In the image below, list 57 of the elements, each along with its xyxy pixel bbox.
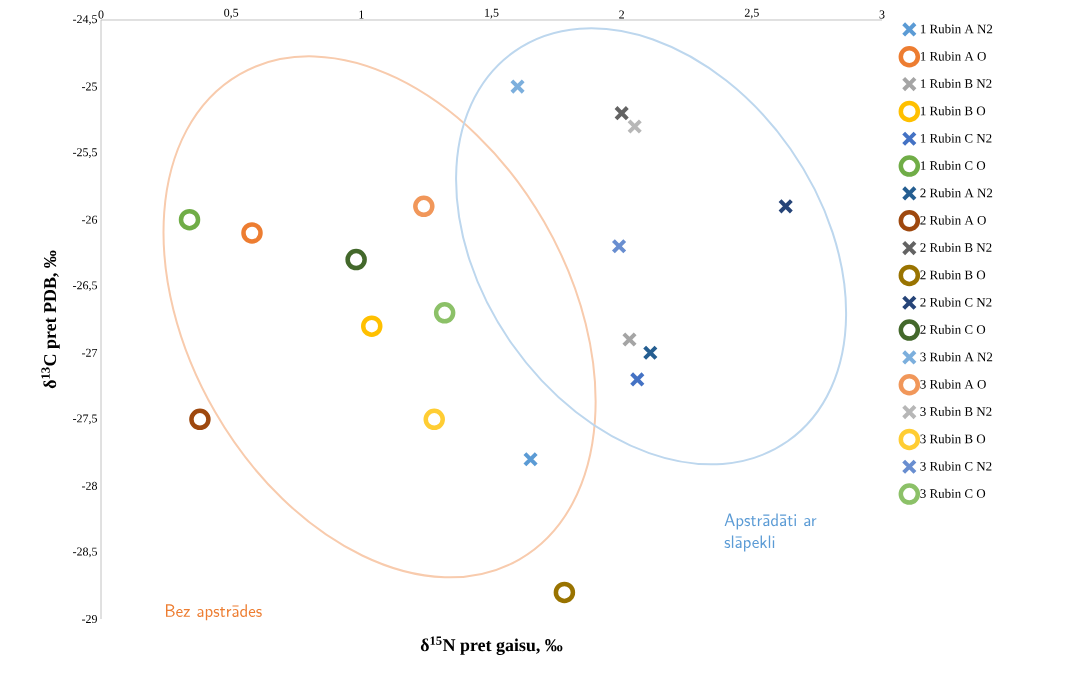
point (629, 371, 645, 388)
legend-label: 2 Rubin B N2 (920, 242, 992, 252)
point (611, 238, 627, 254)
annotation: Bez apstrādes (165, 604, 262, 621)
x-tick-label: 1 (359, 10, 364, 19)
y-tick-label: -29 (81, 614, 97, 624)
point (614, 105, 630, 121)
y-tick-label: -26,5 (73, 281, 98, 292)
legend-label: 2 Rubin C N2 (920, 297, 992, 307)
point (433, 302, 456, 324)
y-tick-label: -27,5 (73, 414, 98, 425)
legend-label: 3 Rubin B O (920, 434, 986, 444)
legend-label: 2 Rubin B O (920, 270, 986, 280)
y-tick-label: -28 (81, 481, 98, 490)
y-tick-label: -24,5 (73, 15, 98, 25)
point (413, 195, 435, 218)
point (178, 208, 201, 231)
y-tick-label: -25 (81, 82, 98, 91)
x-tick-label: 2,5 (744, 8, 759, 19)
legend-label: 1 Rubin A N2 (920, 24, 993, 34)
point (522, 451, 539, 467)
legend-label: 3 Rubin C O (920, 488, 986, 498)
legend-label: 2 Rubin C O (920, 324, 986, 334)
legend-label: 2 Rubin A N2 (920, 188, 993, 198)
y-tick-label: -28,5 (73, 547, 98, 558)
legend-label: 3 Rubin A N2 (920, 352, 993, 362)
legend-label: 1 Rubin B N2 (920, 78, 992, 88)
point (642, 345, 658, 361)
legend-label: 1 Rubin B O (920, 106, 986, 116)
point (423, 408, 445, 431)
y-tick-label: -27 (81, 348, 98, 357)
y-tick-label: -26 (81, 215, 98, 224)
point (621, 331, 638, 348)
legend-label: 2 Rubin A O (920, 215, 986, 225)
y-tick-label: -25,5 (73, 148, 98, 158)
x-tick-label: 0,5 (224, 8, 239, 19)
annotation: Apstrādāti ar slāpekli (724, 513, 817, 552)
legend-label: 1 Rubin A O (920, 51, 986, 61)
point (778, 198, 794, 215)
point (627, 118, 643, 135)
x-tick-label: 1,5 (485, 8, 499, 19)
point (345, 248, 367, 271)
legend-label: 1 Rubin C O (920, 160, 986, 170)
x-tick-label: 2 (619, 10, 624, 19)
x-axis-title: δ$^{15}$N pret gaisu, ‰ (420, 636, 563, 656)
point (241, 222, 263, 244)
point (509, 78, 526, 95)
x-tick-label: 3 (879, 10, 885, 19)
point (189, 408, 211, 431)
legend-label: 3 Rubin C N2 (920, 461, 992, 471)
point (361, 315, 383, 337)
y-axis-title: δ$^{13}$C pret PDB, ‰ (41, 250, 60, 389)
x-tick-label: 0 (98, 10, 104, 19)
legend-label: 1 Rubin C N2 (920, 133, 992, 143)
legend-label: 3 Rubin A O (920, 379, 986, 389)
point (553, 581, 576, 604)
legend-label: 3 Rubin B N2 (920, 406, 992, 416)
